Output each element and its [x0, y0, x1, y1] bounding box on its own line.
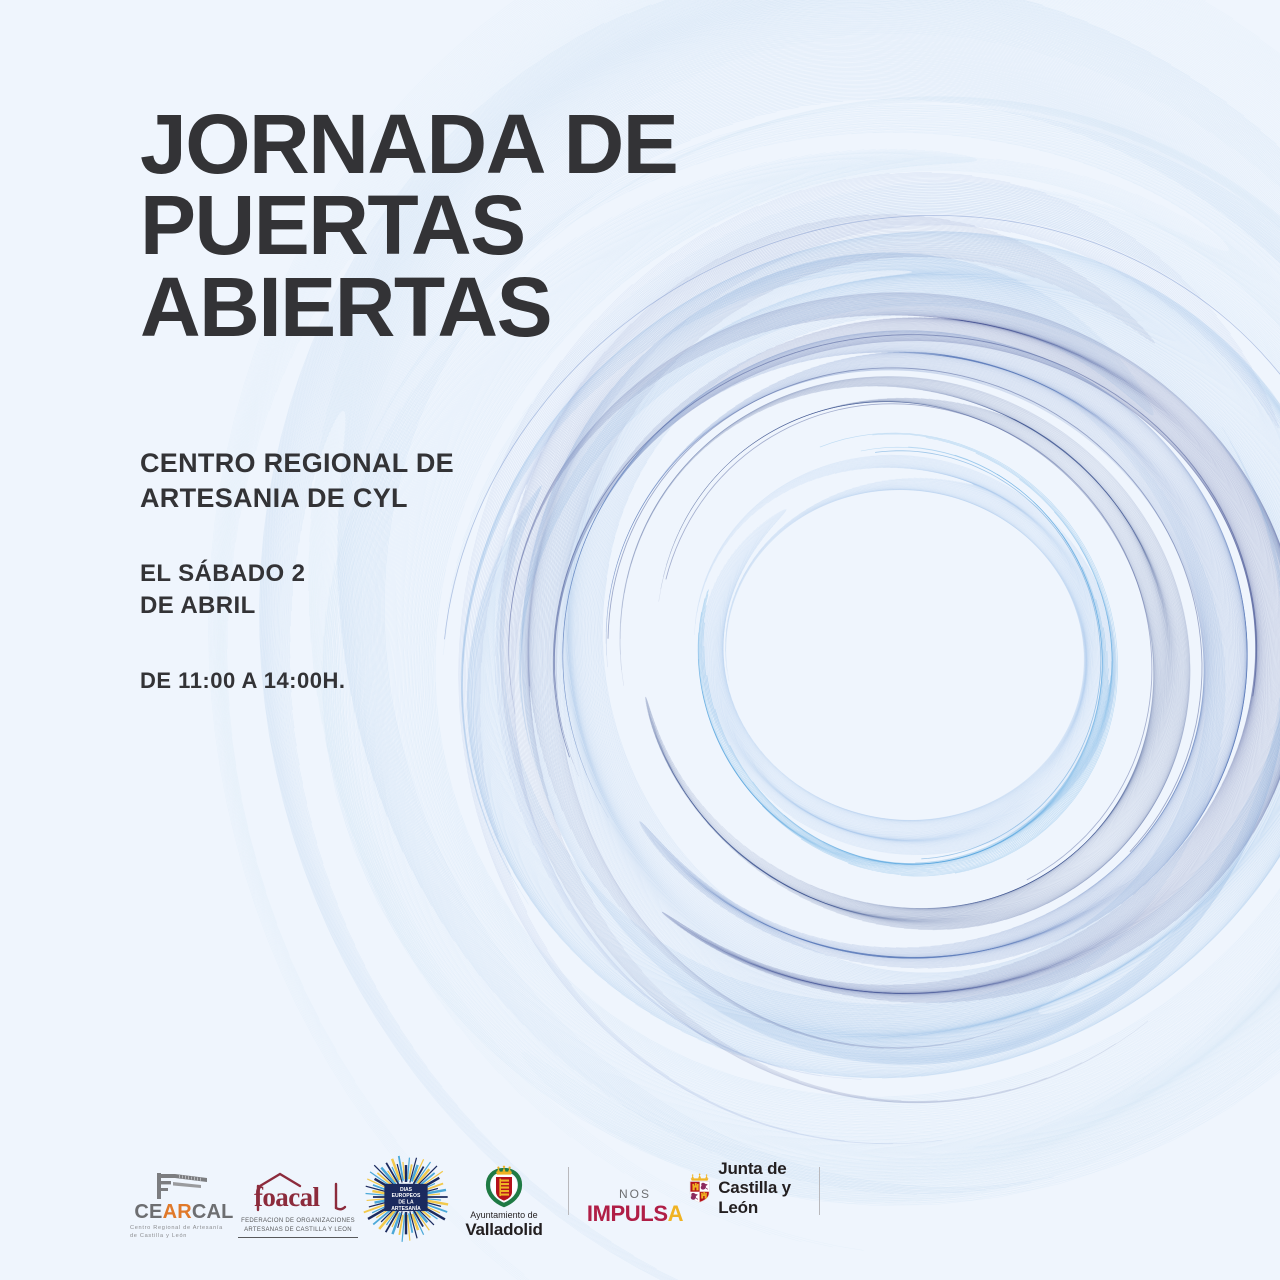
cearcal-mark-icon: [157, 1172, 207, 1199]
valladolid-line-1: Ayuntamiento de: [470, 1210, 538, 1221]
dias-line-2: EUROPEOS: [392, 1193, 421, 1199]
impulsa-accent: A: [667, 1200, 684, 1226]
sponsor-logo-strip: CEARCAL Centro Regional de Artesanía de …: [130, 1150, 834, 1246]
footer-divider-right: [819, 1167, 820, 1215]
svg-text:foacal: foacal: [254, 1182, 320, 1212]
nos-impulsa-top: NOS: [618, 1186, 651, 1201]
title-line-1: JORNADA DE: [140, 97, 679, 191]
event-date: EL SÁBADO 2 DE ABRIL: [140, 558, 305, 621]
cearcal-word-prefix: CE: [134, 1200, 163, 1223]
starburst-icon: DIAS EUROPEOS DE LA ARTESANÍA: [363, 1155, 449, 1242]
logo-foacal: foacal FEDERACION DE ORGANIZACIONES ARTE…: [238, 1142, 358, 1246]
foacal-tagline-1: FEDERACION DE ORGANIZACIONES: [241, 1218, 355, 1224]
impulsa-main: IMPULS: [586, 1200, 668, 1226]
cearcal-wordmark: CEARCAL: [134, 1202, 233, 1222]
foacal-tagline-2: ARTESANAS DE CASTILLA Y LEON: [244, 1227, 352, 1233]
date-line-2: DE ABRIL: [140, 591, 256, 619]
dias-line-4: ARTESANÍA: [391, 1204, 421, 1212]
junta-lion-1: [700, 1182, 708, 1190]
logo-dias-europeos: DIAS EUROPEOS DE LA ARTESANÍA: [358, 1148, 454, 1246]
logo-nos-impulsa: NOS IMPULSA: [583, 1130, 687, 1246]
title-line-2: PUERTAS: [140, 178, 526, 273]
foacal-wordmark-icon: foacal: [254, 1172, 347, 1212]
junta-lion-2: [690, 1192, 698, 1200]
logo-cearcal: CEARCAL Centro Regional de Artesanía de …: [130, 1144, 238, 1246]
logo-ayuntamiento-valladolid: Ayuntamiento de Valladolid: [454, 1144, 554, 1246]
event-hours: DE 11:00 A 14:00H.: [140, 668, 346, 693]
cearcal-tagline-1: Centro Regional de Artesanía: [130, 1224, 223, 1231]
date-line-1: EL SÁBADO 2: [140, 560, 306, 587]
cearcal-word-suffix: CAL: [191, 1200, 234, 1223]
title-line-3: ABIERTAS: [140, 259, 553, 354]
nos-impulsa-wordmark: IMPULSA: [586, 1200, 684, 1226]
poster-title: JORNADA DE PUERTAS ABIERTAS: [140, 97, 780, 354]
venue-subtitle: CENTRO REGIONAL DE ARTESANIA DE CYL: [140, 446, 454, 515]
cearcal-tagline-2: de Castilla y León: [130, 1232, 188, 1239]
venue-line-1: CENTRO REGIONAL DE: [140, 448, 454, 478]
junta-line-2: Castilla y León: [718, 1178, 791, 1217]
junta-castle-1: [692, 1182, 699, 1191]
junta-crown-icon: [690, 1173, 709, 1181]
foacal-underline: [238, 1237, 358, 1238]
starburst-label: DIAS EUROPEOS DE LA ARTESANÍA: [384, 1183, 428, 1212]
logo-junta-castilla-y-leon: Junta de Castilla y León: [687, 1140, 805, 1246]
junta-wordmark: Junta de Castilla y León: [718, 1159, 805, 1216]
junta-line-1: Junta de: [718, 1159, 787, 1179]
dias-line-3: DE LA: [398, 1200, 414, 1206]
venue-line-2: ARTESANIA DE CYL: [140, 482, 408, 513]
cearcal-word-highlight: AR: [162, 1200, 192, 1223]
valladolid-coat-of-arms-icon: [485, 1166, 523, 1208]
dias-line-1: DIAS: [400, 1187, 413, 1193]
footer-divider-left: [568, 1167, 569, 1215]
junta-castle-2: [701, 1192, 707, 1199]
valladolid-line-2: Valladolid: [465, 1220, 543, 1240]
junta-coat-of-arms-icon: [689, 1173, 710, 1203]
